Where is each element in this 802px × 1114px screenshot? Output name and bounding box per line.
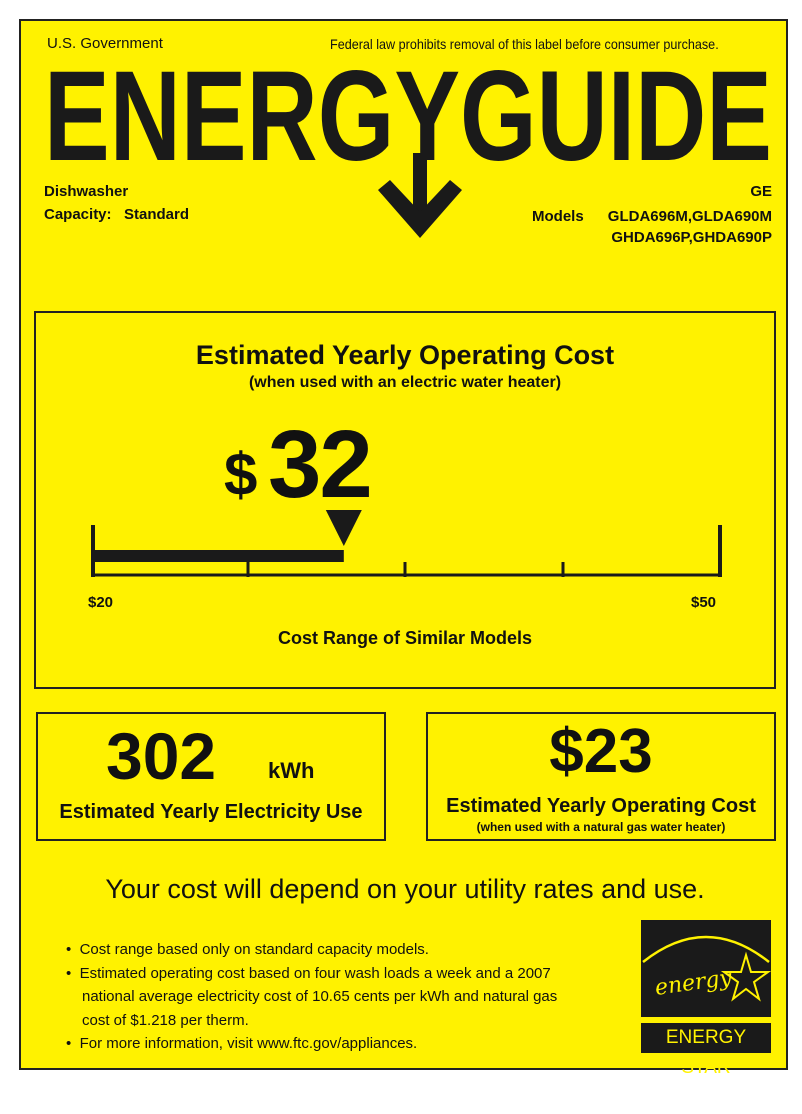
energy-star-label: ENERGY STAR (641, 1023, 771, 1078)
electricity-box (36, 712, 386, 841)
note-text: Estimated operating cost based on four w… (79, 964, 551, 982)
cost-range-scale (91, 510, 722, 577)
gas-cost-caption: Estimated Yearly Operating Cost (446, 795, 756, 817)
range-min: $20 (88, 594, 114, 611)
note-continuation: cost of $1.218 per therm. (82, 1011, 249, 1029)
main-cost-value: 32 (268, 411, 373, 518)
electricity-unit: kWh (268, 758, 315, 783)
electricity-caption: Estimated Yearly Electricity Use (59, 801, 363, 823)
notice-text: Federal law prohibits removal of this la… (330, 36, 719, 52)
energy-star-script: energy (653, 965, 734, 1001)
models-line-1: GLDA696M,GLDA690M (607, 208, 772, 225)
disclaimer: Your cost will depend on your utility ra… (105, 874, 705, 904)
brand: GE (750, 183, 772, 200)
energyguide-label (19, 19, 788, 1070)
energy-star-icon: energy (641, 920, 771, 1017)
notes-list: • Cost range based only on standard capa… (66, 938, 557, 1056)
main-cost-currency: $ (224, 441, 258, 508)
capacity-label: Capacity: (44, 206, 112, 223)
main-cost-box (34, 311, 776, 689)
energyguide-logo: ENERGYGUIDE (44, 58, 772, 238)
range-max: $50 (691, 594, 717, 611)
down-arrow-icon (378, 153, 462, 238)
gas-cost-value: $23 (549, 717, 653, 786)
note-continuation: national average electricity cost of 10.… (82, 988, 558, 1005)
note-item: • Cost range based only on standard capa… (66, 941, 429, 958)
cost-marker-icon (325, 510, 362, 546)
capacity-value: Standard (124, 206, 190, 223)
energy-star-logo: energy ENERGY STAR (641, 920, 771, 1078)
product-type: Dishwasher (44, 183, 129, 200)
gas-cost-subcaption: (when used with a natural gas water heat… (476, 820, 726, 834)
range-caption: Cost Range of Similar Models (277, 628, 533, 648)
note-text: Cost range based only on standard capaci… (79, 941, 429, 958)
government-text: U.S. Government (47, 35, 163, 52)
main-cost-subtitle: (when used with an electric water heater… (248, 374, 562, 391)
gas-cost-box (426, 712, 776, 841)
note-item: • Estimated operating cost based on four… (66, 964, 551, 982)
energyguide-title: ENERGYGUIDE (44, 58, 772, 188)
models-label: Models (532, 208, 584, 225)
scale-fill (93, 550, 344, 562)
note-text: For more information, visit www.ftc.gov/… (79, 1035, 418, 1052)
electricity-value: 302 (106, 719, 217, 793)
note-item: • For more information, visit www.ftc.go… (66, 1035, 418, 1052)
main-cost-title: Estimated Yearly Operating Cost (195, 340, 615, 370)
models-line-2: GHDA696P,GHDA690P (611, 229, 772, 246)
